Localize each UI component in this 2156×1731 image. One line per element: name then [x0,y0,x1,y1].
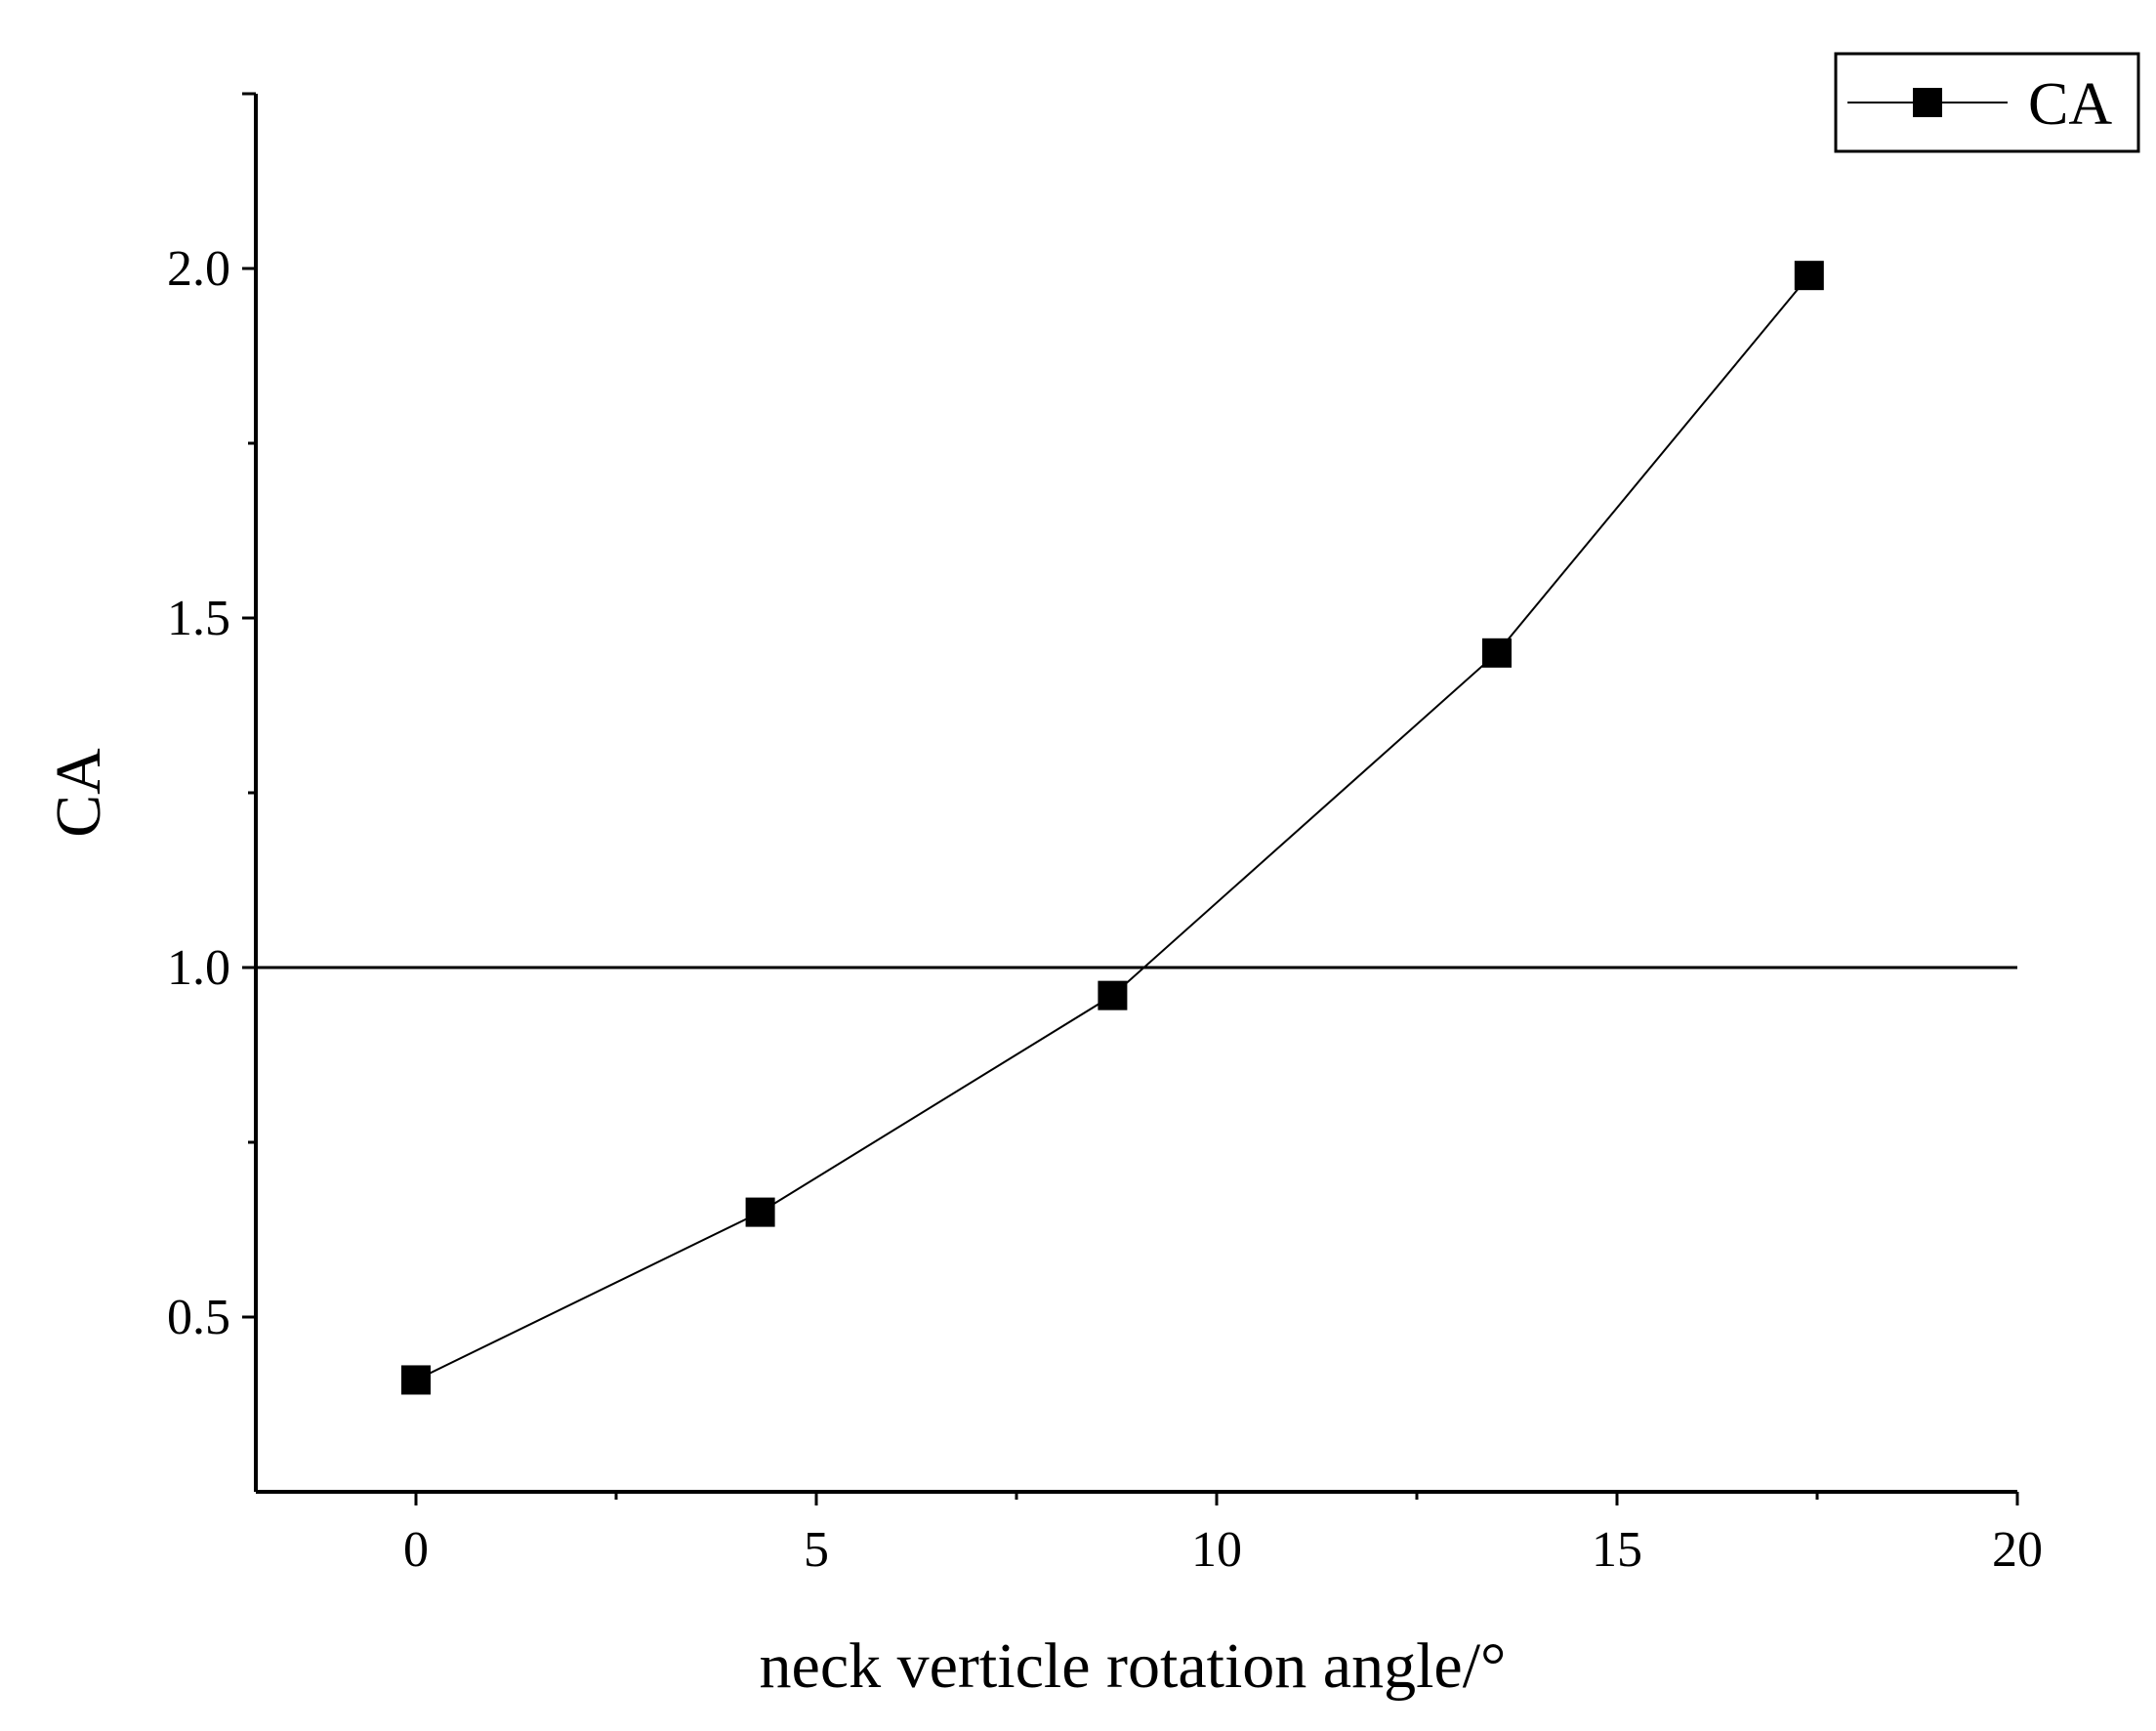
y-axis-title: CA [43,748,114,838]
y-tick-label: 0.5 [167,1290,230,1345]
y-tick-label: 1.5 [167,591,230,646]
legend-square-marker-icon [1913,88,1942,117]
series-line [415,274,1810,1381]
data-point [1098,980,1128,1010]
data-point [1482,638,1512,668]
x-tick-label: 10 [1191,1522,1242,1578]
legend-entry-ca: CA [2028,71,2112,138]
axes: 0 5 10 15 20 0.5 1.0 1.5 2.0 [167,92,2043,1578]
legend: CA [1834,52,2140,153]
data-point [401,1365,431,1395]
x-axis-title: neck verticle rotation angle/° [760,1630,1507,1702]
x-tick-label: 0 [403,1522,429,1578]
y-tick-label: 1.0 [167,940,230,996]
y-tick-label: 2.0 [167,241,230,297]
x-tick-label: 15 [1592,1522,1642,1578]
x-tick-label: 5 [804,1522,829,1578]
x-tick-label: 20 [1992,1522,2043,1578]
data-point [1794,261,1824,291]
plot-area [256,261,2017,1395]
data-point [745,1197,775,1227]
